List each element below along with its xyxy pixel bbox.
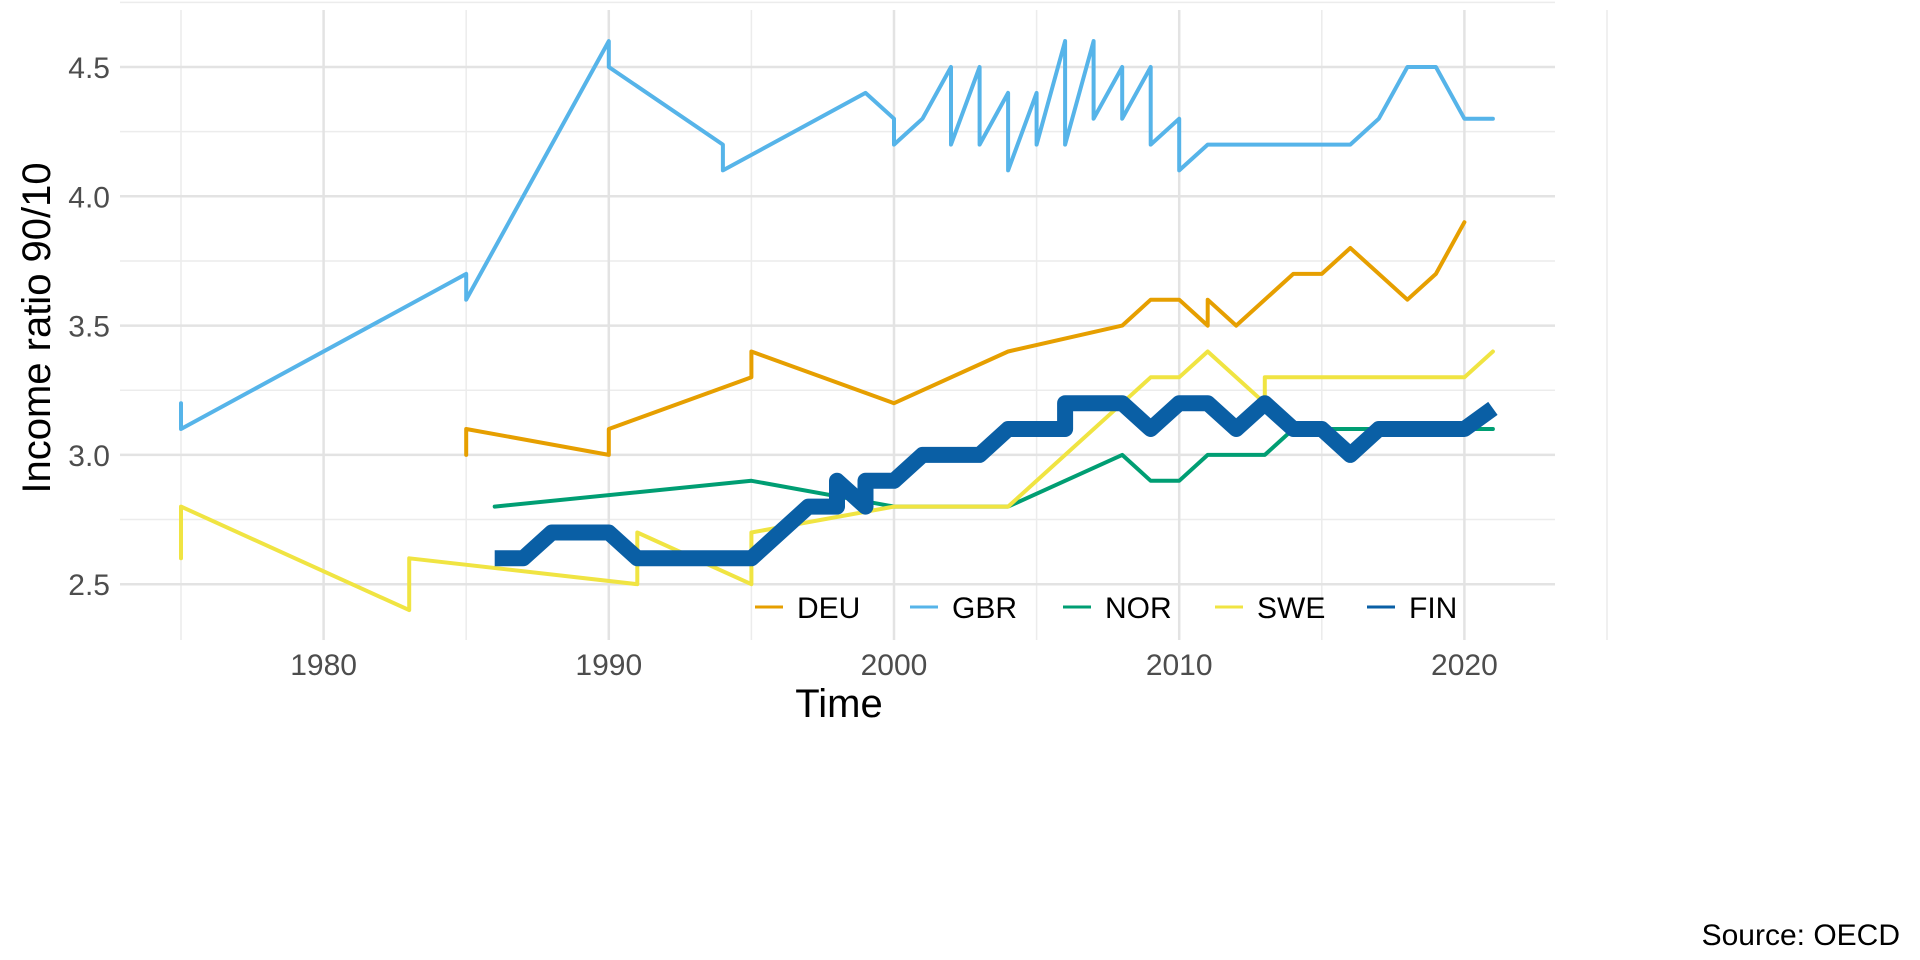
x-tick-label: 2010 — [1146, 649, 1213, 682]
x-tick-label: 1980 — [290, 649, 357, 682]
series-line-deu — [464, 220, 1467, 457]
legend-item-deu: DEU — [755, 592, 860, 625]
x-tick-label: 2000 — [861, 649, 928, 682]
legend-item-nor: NOR — [1063, 592, 1172, 625]
legend: DEU GBR NOR SWE FIN — [755, 592, 1457, 625]
legend-item-fin: FIN — [1367, 592, 1457, 625]
y-tick-label: 4.0 — [68, 181, 110, 214]
y-tick-label: 3.0 — [68, 440, 110, 473]
legend-label: FIN — [1409, 592, 1457, 625]
legend-label: SWE — [1257, 592, 1325, 625]
legend-label: GBR — [952, 592, 1017, 625]
x-axis-label: Time — [795, 682, 882, 726]
series-lines — [179, 39, 1498, 613]
legend-label: NOR — [1105, 592, 1172, 625]
x-axis-ticks: 1980 1990 2000 2010 2020 — [290, 649, 1498, 682]
y-tick-label: 3.5 — [68, 311, 110, 344]
y-axis-ticks: 2.5 3.0 3.5 4.0 4.5 — [68, 52, 110, 602]
y-tick-label: 4.5 — [68, 52, 110, 85]
series-line-gbr — [179, 39, 1495, 431]
x-tick-label: 2020 — [1431, 649, 1498, 682]
source-caption: Source: OECD — [1702, 919, 1900, 952]
x-tick-label: 1990 — [575, 649, 642, 682]
grid — [120, 1, 1608, 640]
legend-label: DEU — [797, 592, 860, 625]
y-axis-label: Income ratio 90/10 — [15, 162, 59, 493]
series-line-fin — [494, 395, 1498, 567]
legend-item-swe: SWE — [1215, 592, 1325, 625]
legend-item-gbr: GBR — [910, 592, 1017, 625]
y-tick-label: 2.5 — [68, 569, 110, 602]
